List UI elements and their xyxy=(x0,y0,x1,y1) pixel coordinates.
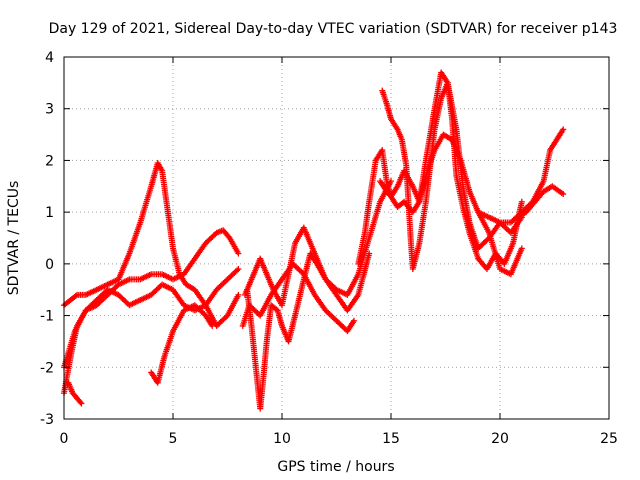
x-tick-label: 0 xyxy=(60,431,69,447)
y-tick-label: 0 xyxy=(45,257,54,273)
series-track-e xyxy=(148,302,216,386)
grid-lines xyxy=(64,57,609,419)
series-track-h xyxy=(239,260,357,335)
y-tick-label: -3 xyxy=(40,412,54,428)
data-point xyxy=(235,250,242,257)
series-track-m xyxy=(514,183,567,221)
data-point xyxy=(518,198,525,205)
y-tick-label: 1 xyxy=(45,205,54,221)
y-tick-label: 2 xyxy=(45,153,54,169)
data-point xyxy=(518,245,525,252)
data-point xyxy=(560,126,567,133)
data-point xyxy=(72,292,79,299)
series-track-f xyxy=(244,250,373,412)
y-tick-label: 3 xyxy=(45,102,54,118)
series-track-c xyxy=(65,379,85,407)
data-point xyxy=(77,399,84,406)
series-track-j xyxy=(379,79,525,273)
data-point xyxy=(560,191,567,198)
data-point xyxy=(235,266,242,273)
x-tick-label: 20 xyxy=(491,431,509,447)
series-track-k xyxy=(377,131,525,278)
x-tick-label: 10 xyxy=(273,431,291,447)
series-track-a xyxy=(61,160,242,329)
y-tick-label: -2 xyxy=(40,360,54,376)
y-axis-label: SDTVAR / TECUs xyxy=(6,181,22,296)
plot-frame xyxy=(63,56,610,420)
series-track-l xyxy=(475,126,567,226)
x-tick-label: 15 xyxy=(382,431,400,447)
data-series xyxy=(61,69,567,412)
data-point xyxy=(235,291,242,298)
y-tick-label: -1 xyxy=(40,309,54,325)
y-tick-label: 4 xyxy=(45,50,54,66)
chart-title: Day 129 of 2021, Sidereal Day-to-day VTE… xyxy=(49,21,618,37)
series-track-i xyxy=(355,69,525,267)
data-point xyxy=(209,322,216,329)
data-point xyxy=(350,317,357,324)
x-tick-label: 5 xyxy=(169,431,178,447)
data-point xyxy=(78,400,85,407)
data-point xyxy=(225,233,232,240)
x-axis-label: GPS time / hours xyxy=(277,459,394,475)
x-tick-label: 25 xyxy=(600,431,618,447)
axis-ticks: 0 5 10 15 20 25 -3 -2 -1 0 1 2 3 4 xyxy=(40,50,618,447)
